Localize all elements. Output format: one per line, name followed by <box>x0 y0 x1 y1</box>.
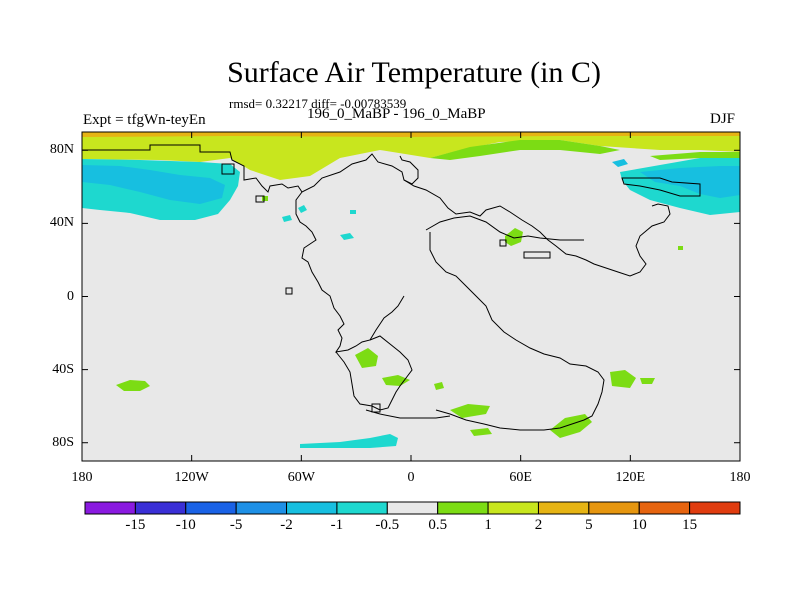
anomaly-patch-antarctic-cold <box>300 434 398 448</box>
y-tick-label: 80N <box>49 142 74 158</box>
anomaly-patch-antarctic-green <box>434 382 444 390</box>
coastline-south-america <box>335 335 413 411</box>
anomaly-patch-south-atlantic <box>355 348 378 368</box>
y-tick-label: 0 <box>67 288 74 304</box>
x-tick-label: 120E <box>615 470 646 485</box>
x-tick-label: 180 <box>729 470 751 485</box>
colorbar-label: 5 <box>585 517 593 533</box>
anomaly-region-arctic-edge <box>430 140 620 160</box>
colorbar-box <box>235 501 288 515</box>
x-tick-label: 60W <box>287 470 315 485</box>
y-tick-label: 80S <box>52 434 74 450</box>
anomaly-patch-southern-ocean-3 <box>470 428 492 436</box>
anomaly-patch-arctic-sea <box>612 159 628 167</box>
colorbar-label: 15 <box>682 517 698 533</box>
anomaly-region-arctic <box>82 132 740 180</box>
colorbar-box <box>185 501 237 515</box>
colorbar-label: 0.5 <box>428 517 448 533</box>
coastline-island-2 <box>255 195 265 203</box>
coastline-island-5 <box>221 163 235 175</box>
colorbar-label: 1 <box>484 517 492 533</box>
colorbar-label: -10 <box>175 517 196 533</box>
colorbar-box <box>537 501 590 515</box>
colorbar-box <box>84 501 136 515</box>
colorbar-box <box>487 501 539 515</box>
anomaly-patch-atlantic-3 <box>340 233 354 240</box>
anomaly-patch-southern-ocean-1 <box>450 404 490 418</box>
anomaly-patch-indian-ocean-2 <box>640 378 655 384</box>
tick-marks <box>81 132 741 461</box>
anomaly-patch-south-pacific <box>116 380 150 391</box>
x-tick-label: 180 <box>71 470 93 485</box>
coastline-island-3 <box>371 403 381 413</box>
colorbar-box <box>336 501 388 515</box>
colorbar-label: -0.5 <box>375 517 400 533</box>
x-tick-label: 60E <box>509 470 532 485</box>
colorbar-box <box>638 501 691 515</box>
colorbar-label: -1 <box>330 517 344 533</box>
coastline-africa-south <box>429 232 605 431</box>
y-tick-label: 40N <box>49 215 74 231</box>
colorbar-box <box>588 501 640 515</box>
coastline-africa-europe <box>403 179 671 277</box>
anomaly-patch-south-atlantic-2 <box>382 375 410 386</box>
colorbar-boxes <box>84 501 741 515</box>
stats-label: rmsd= 0.32217 diff= -0.00783539 <box>229 96 407 111</box>
anomaly-patch-asia-1 <box>678 246 683 250</box>
x-tick-label: 120W <box>174 470 209 485</box>
coastline-island-6 <box>499 239 507 247</box>
colorbar-label: -15 <box>125 517 146 533</box>
coastline-greenland <box>621 177 701 197</box>
anomaly-patch-atlantic-1 <box>282 215 292 222</box>
anomaly-patch-indian-ocean <box>610 370 636 388</box>
x-tick-label: 0 <box>407 470 415 485</box>
map-title: Surface Air Temperature (in C) <box>227 56 601 89</box>
y-tick-label: 40S <box>52 361 74 377</box>
season-label: DJF <box>710 111 736 127</box>
colorbar-label: 10 <box>631 517 647 533</box>
coastline-mediterranean <box>425 215 584 241</box>
coastlines <box>82 144 701 431</box>
colorbar-box <box>437 501 489 515</box>
anomaly-patch-caspian <box>505 228 523 246</box>
colorbar-box <box>134 501 187 515</box>
colorbar-box <box>286 501 338 515</box>
anomaly-patch-atlantic-2 <box>298 205 307 213</box>
experiment-label: Expt = tfgWn-teyEn <box>83 112 206 128</box>
anomaly-patch-atlantic-4 <box>350 210 356 214</box>
colorbar-box <box>386 501 439 515</box>
colorbar-label: 2 <box>534 517 543 533</box>
colorbar-box <box>689 501 741 515</box>
coastline-island-4 <box>523 251 551 259</box>
colorbar-label: -2 <box>280 517 293 533</box>
colorbar-label: -5 <box>229 517 243 533</box>
anomaly-region-northwest-pacific-core <box>640 166 740 198</box>
anomaly-region-north-pacific-core <box>82 165 225 204</box>
coastline-island-1 <box>285 287 293 295</box>
coastline-antarctica <box>365 409 451 419</box>
anomaly-patch-southern-ocean-2 <box>550 414 592 438</box>
runs-label: 196_0_MaBP - 196_0_MaBP <box>307 106 486 122</box>
